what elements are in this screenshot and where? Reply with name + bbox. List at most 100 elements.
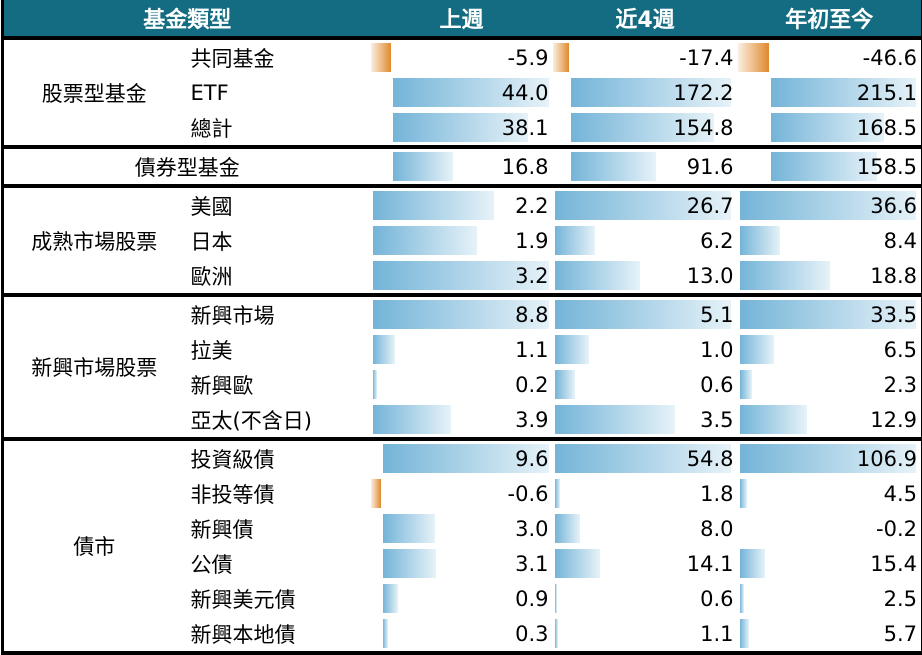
value-label: 106.9 — [856, 446, 918, 471]
value-cell: 44.0 — [371, 75, 553, 110]
positive-data-bar — [739, 444, 916, 473]
value-cell: -46.6 — [737, 36, 922, 75]
positive-data-bar — [382, 584, 399, 613]
value-label: 1.8 — [700, 481, 734, 506]
positive-data-bar — [554, 619, 559, 648]
value-label: 2.3 — [883, 372, 918, 397]
value-cell: 3.5 — [553, 402, 738, 439]
positive-data-bar — [554, 261, 641, 290]
table-row: 債市 投資級債 9.6 54.8 106.9 — [2, 437, 922, 653]
positive-data-bar — [739, 261, 830, 290]
value-cell: 91.6 — [552, 145, 738, 186]
value-cell: 15.4 — [738, 546, 922, 581]
row-label: 美國 — [184, 184, 371, 223]
positive-data-bar — [739, 405, 808, 434]
positive-data-bar — [770, 152, 878, 181]
positive-data-bar — [554, 300, 731, 329]
value-label: 33.5 — [870, 302, 918, 327]
value-cell: 3.9 — [371, 402, 553, 439]
header-4-weeks: 近4週 — [552, 0, 738, 38]
positive-data-bar — [739, 226, 780, 255]
positive-data-bar — [554, 514, 581, 543]
row-label: 日本 — [190, 229, 233, 254]
value-cell: 172.2 — [553, 75, 738, 110]
value-label: 18.8 — [870, 263, 918, 288]
value-label: 14.1 — [686, 551, 734, 576]
value-cell: 1.0 — [553, 332, 738, 367]
value-cell: 2.5 — [738, 581, 922, 616]
row-label: 亞太(不含日) — [190, 408, 312, 433]
value-cell: 1.1 — [371, 332, 553, 367]
positive-data-bar — [770, 113, 885, 142]
value-cell: 2.2 — [370, 184, 553, 223]
table-row: 拉美 1.1 1.0 6.5 — [3, 332, 922, 367]
value-label: 1.1 — [515, 337, 549, 362]
value-cell: 6.2 — [553, 223, 738, 258]
positive-data-bar — [739, 370, 752, 399]
positive-data-bar — [382, 514, 435, 543]
value-label: 5.7 — [883, 621, 918, 646]
group-label: 股票型基金 — [2, 36, 185, 147]
value-label: 8.8 — [515, 302, 549, 327]
value-label: 8.4 — [883, 228, 918, 253]
value-label: 0.6 — [700, 372, 734, 397]
value-cell: 0.6 — [553, 367, 738, 402]
value-label: 168.5 — [856, 115, 918, 140]
positive-data-bar — [382, 549, 437, 578]
value-label: 4.5 — [883, 481, 918, 506]
value-cell: 5.1 — [552, 293, 738, 332]
positive-data-bar — [372, 191, 494, 220]
value-label: 6.2 — [700, 228, 734, 253]
table-row: 新興美元債 0.9 0.6 2.5 — [3, 581, 922, 616]
table-row: ETF 44.0 172.2 215.1 — [3, 75, 922, 110]
value-label: 44.0 — [501, 80, 549, 105]
value-label: 1.0 — [700, 337, 734, 362]
value-cell: 54.8 — [552, 437, 738, 476]
row-label: 新興美元債 — [190, 587, 296, 612]
header-fund-type: 基金類型 — [2, 0, 371, 38]
value-label: 16.8 — [501, 154, 549, 179]
value-label: 0.9 — [515, 586, 549, 611]
value-label: 13.0 — [686, 263, 734, 288]
header-row: 基金類型 上週 近4週 年初至今 — [2, 0, 922, 38]
value-cell: 3.0 — [371, 511, 553, 546]
value-cell: 12.9 — [738, 402, 922, 439]
positive-data-bar — [372, 370, 377, 399]
value-cell: 26.7 — [552, 184, 738, 223]
value-cell: 168.5 — [738, 110, 922, 147]
row-label: 共同基金 — [184, 36, 371, 75]
row-label: 總計 — [190, 116, 233, 141]
value-cell: 13.0 — [553, 258, 738, 295]
value-label: 215.1 — [856, 80, 918, 105]
value-label: 6.5 — [883, 337, 918, 362]
value-cell: 154.8 — [553, 110, 738, 147]
group-label: 成熟市場股票 — [2, 184, 185, 295]
value-cell: 158.5 — [737, 145, 922, 186]
value-label: 1.9 — [515, 228, 549, 253]
negative-data-bar — [370, 479, 381, 508]
row-label: 新興債 — [190, 517, 254, 542]
positive-data-bar — [739, 549, 766, 578]
value-label: -5.9 — [507, 45, 549, 70]
positive-data-bar — [393, 113, 528, 142]
value-label: 3.5 — [700, 407, 734, 432]
negative-data-bar — [370, 43, 392, 72]
positive-data-bar — [382, 444, 549, 473]
negative-data-bar — [737, 43, 769, 72]
value-cell: 0.9 — [371, 581, 553, 616]
value-label: 158.5 — [856, 154, 918, 179]
table-row: 新興債 3.0 8.0 -0.2 — [3, 511, 922, 546]
positive-data-bar — [393, 152, 453, 181]
positive-data-bar — [739, 300, 916, 329]
value-label: 2.2 — [515, 193, 549, 218]
positive-data-bar — [570, 113, 715, 142]
value-label: 91.6 — [686, 154, 734, 179]
value-cell: 16.8 — [370, 145, 553, 186]
table-row: 股票型基金 共同基金 -5.9 -17.4 -46.6 — [2, 36, 922, 147]
positive-data-bar — [554, 549, 600, 578]
value-label: 2.5 — [883, 586, 918, 611]
value-cell: 38.1 — [371, 110, 553, 147]
positive-data-bar — [393, 78, 549, 107]
value-label: 15.4 — [870, 551, 918, 576]
row-label: 新興本地債 — [190, 622, 296, 647]
